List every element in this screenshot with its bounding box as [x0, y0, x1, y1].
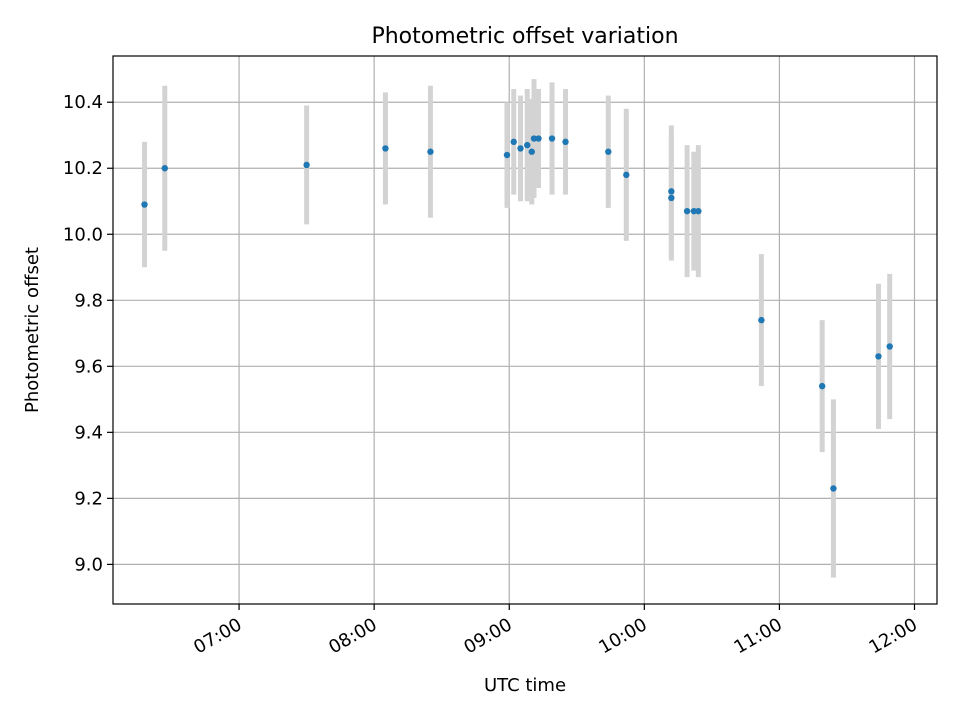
data-point	[683, 207, 691, 215]
data-point	[875, 353, 882, 360]
data-point	[510, 138, 517, 146]
data-point	[524, 141, 531, 149]
y-tick-label: 9.6	[74, 356, 103, 377]
data-point	[382, 145, 389, 152]
data-point	[141, 201, 148, 208]
y-tick-label: 9.0	[74, 554, 103, 575]
x-axis-label: UTC time	[484, 675, 566, 696]
data-point	[548, 135, 556, 142]
data-point	[886, 343, 893, 350]
data-point	[535, 135, 542, 142]
data-point	[818, 382, 826, 390]
y-axis-label: Photometric offset	[22, 247, 43, 413]
data-point	[668, 188, 675, 195]
data-point	[562, 138, 569, 146]
data-point	[623, 171, 630, 179]
data-point	[830, 485, 837, 492]
data-point	[528, 148, 535, 155]
data-point	[161, 165, 168, 172]
data-point	[427, 148, 434, 155]
data-points	[141, 135, 893, 492]
y-tick-label: 10.0	[63, 224, 103, 245]
y-tick-label: 9.2	[74, 488, 103, 509]
data-point	[517, 145, 524, 152]
y-tick-label: 10.4	[63, 92, 103, 113]
y-tick-label: 9.4	[74, 422, 103, 443]
data-point	[605, 148, 612, 155]
y-tick-label: 10.2	[63, 158, 103, 179]
data-point	[668, 194, 675, 202]
y-tick-label: 9.8	[74, 290, 103, 311]
data-point	[695, 207, 702, 215]
data-point	[303, 161, 310, 169]
data-point	[758, 316, 765, 324]
plot-frame	[112, 55, 938, 605]
data-point	[530, 135, 538, 142]
data-point	[503, 151, 511, 159]
y-axis: 9.0 9.2 9.4 9.6 9.8 10.0 10.2 10.4	[63, 92, 113, 575]
data-point	[690, 207, 698, 215]
chart-title: Photometric offset variation	[371, 24, 678, 49]
